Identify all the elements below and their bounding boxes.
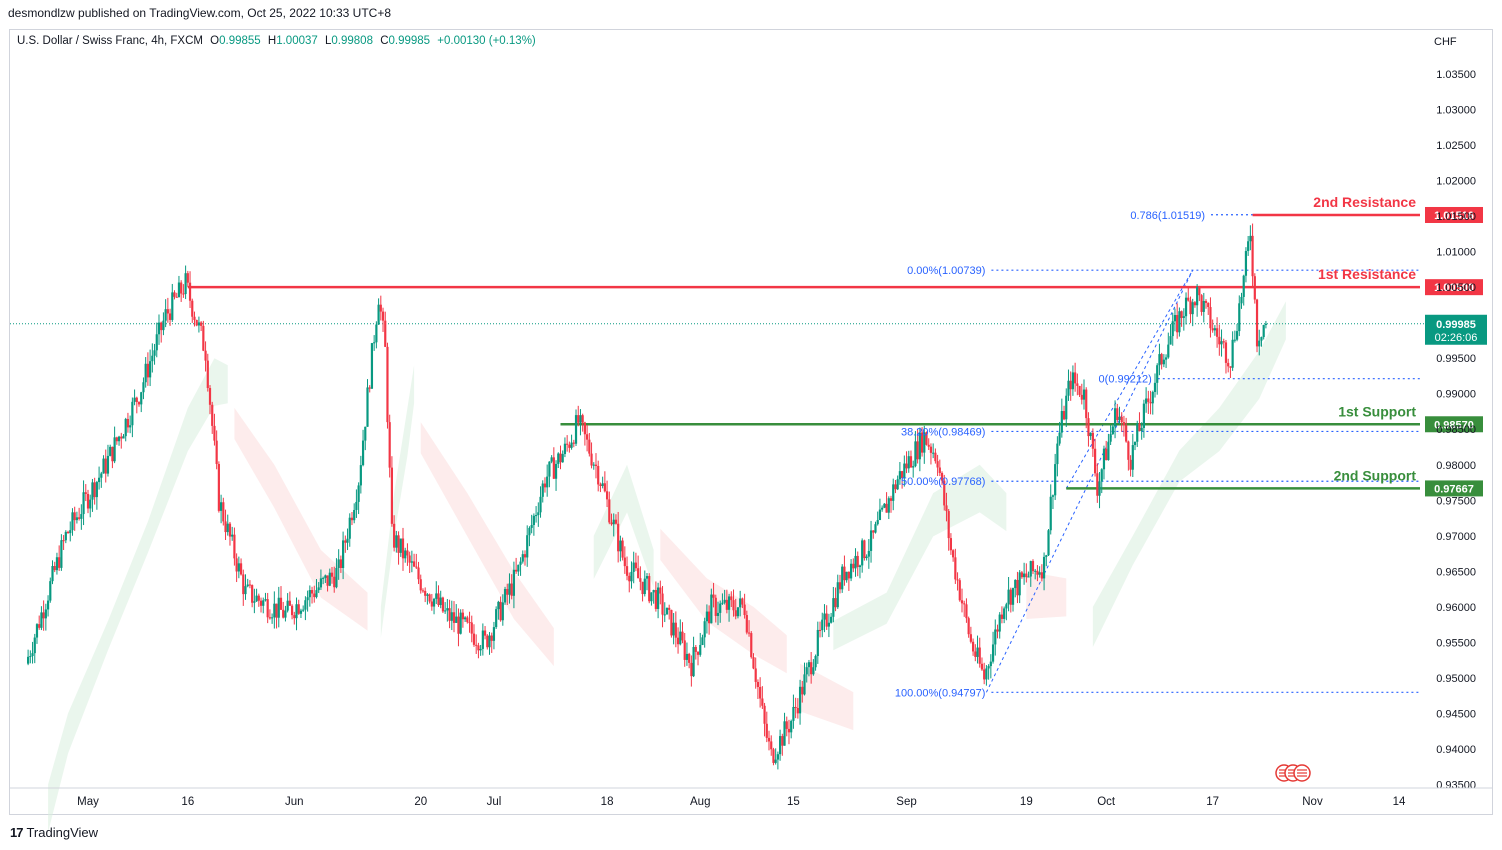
chart-pane[interactable]: [9, 29, 1493, 815]
open-value: 0.99855: [219, 35, 261, 47]
tradingview-brand[interactable]: 17 TradingView: [10, 825, 98, 840]
brand-name: TradingView: [26, 825, 99, 840]
tradingview-logo-icon: 17: [10, 825, 24, 840]
symbol-title: U.S. Dollar / Swiss Franc, 4h, FXCM: [17, 35, 203, 47]
low-value: 0.99808: [331, 35, 373, 47]
close-value: 0.99985: [388, 35, 431, 47]
low-label: L: [325, 35, 332, 47]
high-label: H: [267, 35, 277, 47]
publisher-info: desmondlzw published on TradingView.com,…: [8, 6, 392, 20]
change-value: +0.00130 (+0.13%): [437, 35, 536, 47]
symbol-legend: U.S. Dollar / Swiss Franc, 4h, FXCM O0.9…: [17, 35, 536, 47]
open-label: O: [210, 35, 220, 47]
close-label: C: [380, 35, 389, 47]
high-value: 1.00037: [276, 35, 318, 47]
